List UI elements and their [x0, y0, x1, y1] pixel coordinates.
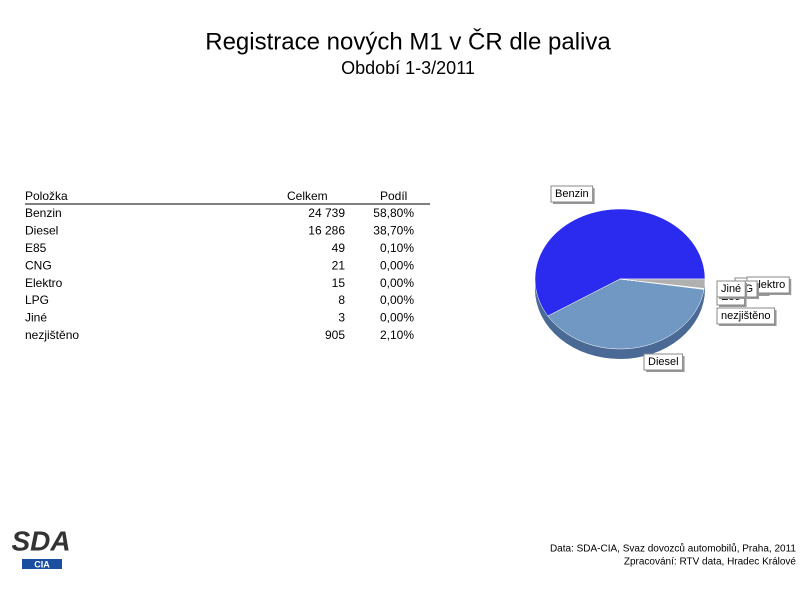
pie-label-box [716, 280, 746, 298]
logo-box [8, 524, 75, 560]
table-cell: 0,00% [380, 293, 414, 307]
pie-label-box [643, 353, 684, 371]
table-cell: 8 [338, 293, 345, 307]
table-header: Položka [25, 189, 68, 203]
table-cell: 16 286 [308, 224, 345, 238]
logo-bar [22, 559, 62, 569]
pie-label-box [716, 307, 776, 325]
processing: Zpracování: RTV data, Hradec Králové [624, 557, 797, 568]
pie-label: nezjištěno [721, 310, 771, 322]
table-header: Celkem [287, 189, 328, 203]
table-cell: 0,00% [380, 311, 414, 325]
pie-label-box [550, 185, 594, 203]
pie-label: Jiné [721, 283, 741, 295]
table-cell: 0,10% [380, 241, 414, 255]
table-cell: 21 [332, 258, 346, 272]
table-cell: Diesel [25, 224, 58, 238]
table-cell: 24 739 [308, 206, 345, 220]
logo-sub: CIA [34, 559, 50, 569]
source: Data: SDA-CIA, Svaz dovozců automobilů, … [550, 543, 796, 555]
pie-label: Diesel [648, 356, 679, 368]
title: Registrace nových M1 v ČR dle paliva [205, 27, 611, 55]
logo: SDA [11, 525, 70, 556]
table-cell: Jiné [25, 311, 47, 325]
table-cell: 58,80% [373, 206, 414, 220]
pie-slice [619, 278, 706, 289]
table-cell: Benzin [25, 206, 62, 220]
table-cell: nezjištěno [25, 328, 79, 342]
pie-slice [534, 208, 706, 317]
table-cell: 3 [338, 311, 345, 325]
table-cell: 2,10% [380, 328, 414, 342]
table-cell: 15 [332, 276, 346, 290]
table-cell: E85 [25, 241, 47, 255]
table-cell: 38,70% [373, 224, 414, 238]
table-cell: LPG [25, 293, 49, 307]
table-cell: 49 [332, 241, 346, 255]
table-cell: CNG [25, 258, 52, 272]
table-cell: Elektro [25, 276, 63, 290]
subtitle: Období 1-3/2011 [341, 58, 475, 78]
table-cell: 0,00% [380, 276, 414, 290]
pie-label: Benzin [555, 188, 589, 200]
pie-slice [547, 278, 705, 350]
table-header: Podíl [380, 189, 407, 203]
table-cell: 905 [325, 328, 345, 342]
pie-label: Elektro [751, 279, 785, 291]
table-cell: 0,00% [380, 258, 414, 272]
